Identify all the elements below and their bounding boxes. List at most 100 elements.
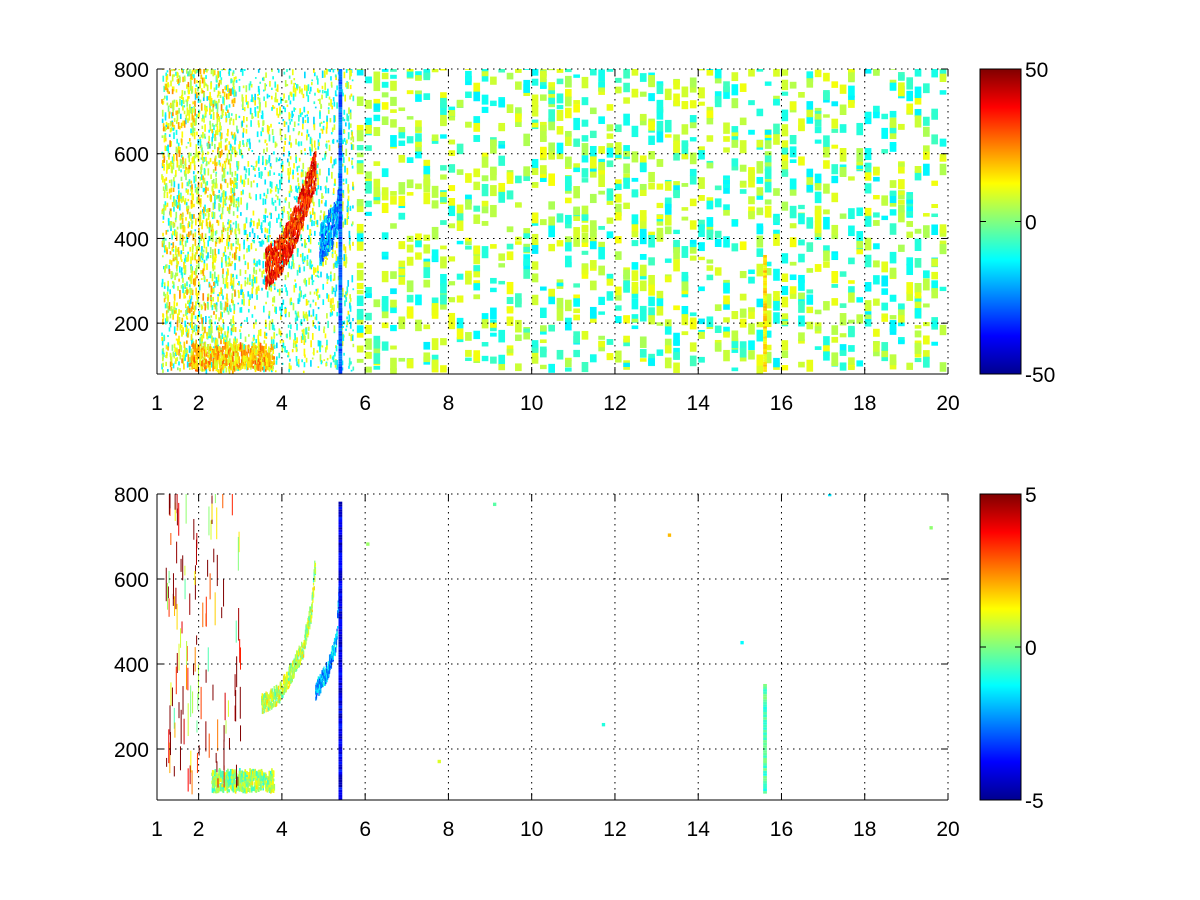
heatmap-speckle [326,339,328,346]
heatmap-speckle [297,358,300,365]
heatmap-speckle [515,241,522,245]
heatmap-speckle [258,341,261,345]
heatmap-speckle [313,291,316,295]
heatmap-left-banding [235,177,237,183]
heatmap-speckle [191,214,194,220]
heatmap-speckle [306,314,309,322]
heatmap-speckle [398,357,406,362]
heatmap-speckle [263,340,266,344]
heatmap-speckle [681,148,689,160]
heatmap-speckle [373,353,381,364]
heatmap-speckle [242,292,244,299]
heatmap-speckle [473,181,481,191]
heatmap-speckle [270,286,273,292]
heatmap-speckle [334,290,337,297]
heatmap-speckle [347,69,350,71]
heatmap-speckle [335,254,338,261]
heatmap-left-banding [172,162,175,170]
heatmap-left-banding [200,103,203,111]
heatmap-speckle [346,167,349,175]
heatmap-speckle [873,260,880,268]
heatmap-speckle [598,335,605,340]
heatmap-speckle [914,325,922,329]
heatmap-speckle [631,189,639,198]
heatmap-left-banding [171,344,174,351]
heatmap-left-banding [187,354,190,362]
heatmap-speckle [881,195,889,206]
heatmap-left-banding [173,69,175,71]
heatmap-speckle [798,339,805,344]
heatmap-speckle [228,104,231,108]
heatmap-speckle [365,338,372,350]
heatmap-speckle [190,213,192,221]
heatmap-speckle [241,179,244,185]
heatmap-speckle [279,339,282,344]
heatmap-speckle [490,287,497,293]
heatmap-speckle [352,144,355,150]
heatmap-speckle [440,69,447,71]
heatmap-speckle [581,97,589,106]
heatmap-speckle [161,363,163,370]
heatmap-lower-warm-blob [221,347,224,353]
heatmap-speckle [254,276,256,284]
heatmap-left-banding [171,122,174,127]
heatmap-speckle [185,99,188,103]
heatmap-speckle [298,114,300,122]
heatmap-speckle [556,213,564,223]
heatmap-speckle [180,192,182,199]
heatmap-speckle [223,178,226,183]
heatmap-speckle [831,81,839,88]
heatmap-speckle [313,116,315,125]
heatmap-speckle [423,352,431,363]
heatmap-speckle [498,191,506,203]
heatmap-speckle [236,247,239,250]
heatmap-speckle [573,186,580,199]
heatmap-speckle [242,143,245,147]
heatmap-speckle [317,177,319,185]
heatmap-speckle [864,69,872,74]
heatmap-left-banding [177,146,180,154]
heatmap-speckle [336,263,339,267]
heatmap-left-banding [183,363,185,370]
heatmap-left-banding [173,198,176,206]
heatmap-left-banding [225,196,228,200]
heatmap-speckle [330,156,332,164]
heatmap-speckle [531,340,539,351]
heatmap-lower-warm-blob [221,366,224,370]
heatmap-lower-warm-blob [216,361,219,369]
heatmap-speckle [235,220,237,229]
heatmap-speckle [331,102,333,105]
heatmap-left-banding [216,107,219,114]
heatmap-speckle [598,265,605,276]
heatmap-speckle [312,280,315,283]
heatmap-left-banding [199,210,202,215]
heatmap-curved-ridge-warm [268,252,270,257]
heatmap-speckle [188,221,191,227]
heatmap-left-banding [205,83,208,87]
heatmap-speckle [294,186,297,189]
heatmap-speckle [261,287,263,291]
heatmap-lower-warm-blob [247,361,250,369]
heatmap-left-banding [222,191,225,197]
heatmap-left-banding [195,268,198,275]
heatmap-speckle [898,210,905,223]
heatmap-left-banding [204,104,206,111]
heatmap-speckle [356,69,364,76]
heatmap-speckle [881,113,889,120]
heatmap-speckle [243,254,245,260]
heatmap-speckle [939,69,947,79]
heatmap-speckle [161,118,164,124]
heatmap-speckle [251,94,253,102]
heatmap-speckle [316,174,319,178]
heatmap-speckle [205,75,207,79]
heatmap-left-banding [234,252,237,258]
heatmap-speckle [311,280,314,286]
heatmap-speckle [178,335,180,343]
heatmap-left-banding [195,174,197,182]
heatmap-speckle [199,336,202,340]
heatmap-speckle [304,256,306,261]
heatmap-speckle [381,168,389,178]
heatmap-speckle [681,207,689,211]
heatmap-left-banding [202,175,204,181]
heatmap-left-banding [235,240,238,245]
